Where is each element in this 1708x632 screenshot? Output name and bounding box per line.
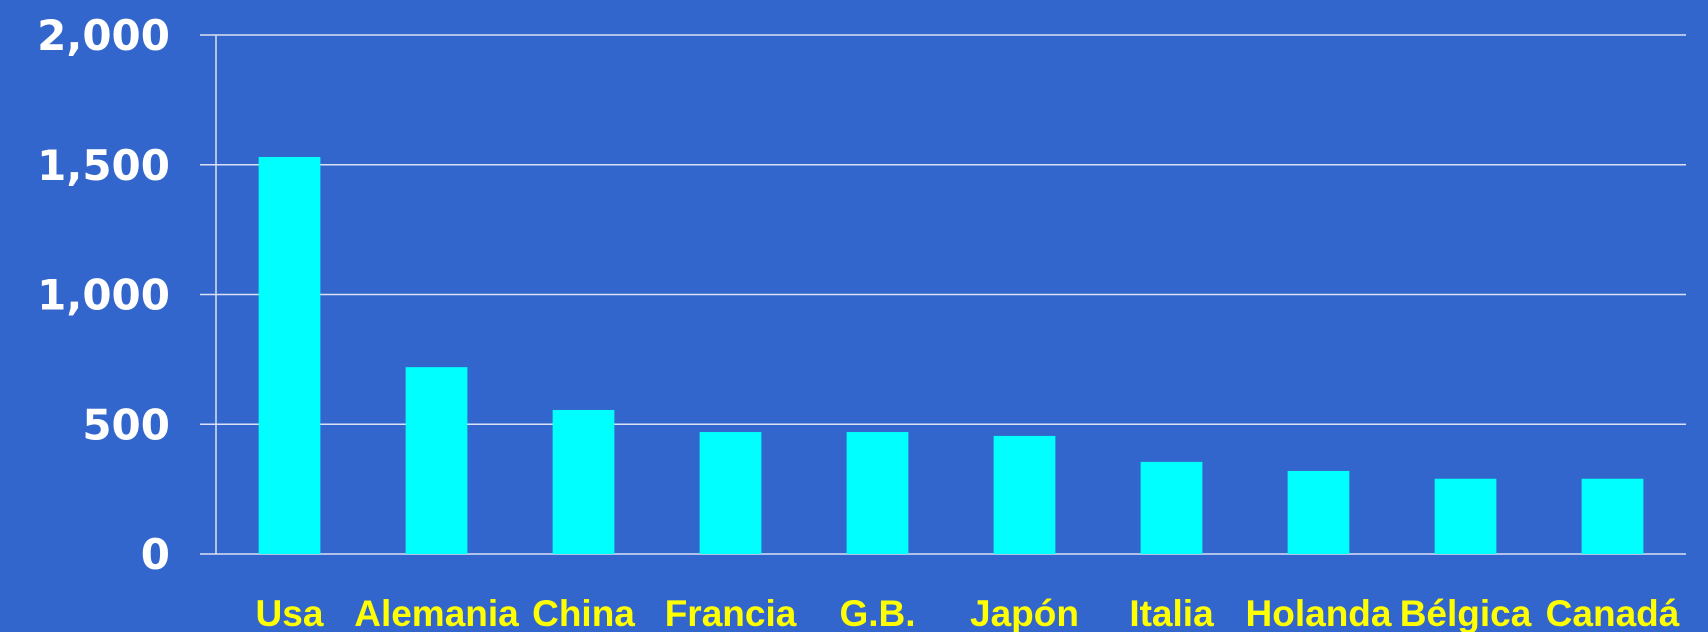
bar xyxy=(1287,470,1350,554)
y-tick-label: 2,000 xyxy=(37,11,170,60)
bar xyxy=(993,435,1056,554)
x-category-label: Holanda xyxy=(1246,593,1392,632)
bar xyxy=(1140,461,1203,554)
x-category-label: Japón xyxy=(970,593,1079,632)
bar xyxy=(1581,478,1644,554)
y-tick-label: 1,000 xyxy=(37,271,170,320)
bar xyxy=(552,409,615,554)
bar xyxy=(405,367,468,554)
x-category-labels: Usa Alemania China Francia G.B. Japón Italia Ho… xyxy=(256,593,1680,632)
x-category-label: Italia xyxy=(1129,593,1214,632)
x-category-label: Alemania xyxy=(354,593,519,632)
x-category-label: Canadá xyxy=(1546,593,1680,632)
bars xyxy=(258,156,1644,554)
x-category-label: Francia xyxy=(665,593,797,632)
y-tick-label: 1,500 xyxy=(37,141,170,190)
y-tick-labels: 0 500 1,000 1,500 2,000 xyxy=(37,11,170,579)
x-category-label: China xyxy=(532,593,635,632)
bar xyxy=(699,432,762,554)
x-category-label: Bélgica xyxy=(1400,593,1532,632)
x-category-label: Usa xyxy=(256,593,324,632)
y-tick-label: 0 xyxy=(141,530,170,579)
bar xyxy=(1434,478,1497,554)
y-tick-label: 500 xyxy=(82,400,170,449)
bar xyxy=(258,156,321,554)
bar xyxy=(846,432,909,554)
x-category-label: G.B. xyxy=(839,593,915,632)
